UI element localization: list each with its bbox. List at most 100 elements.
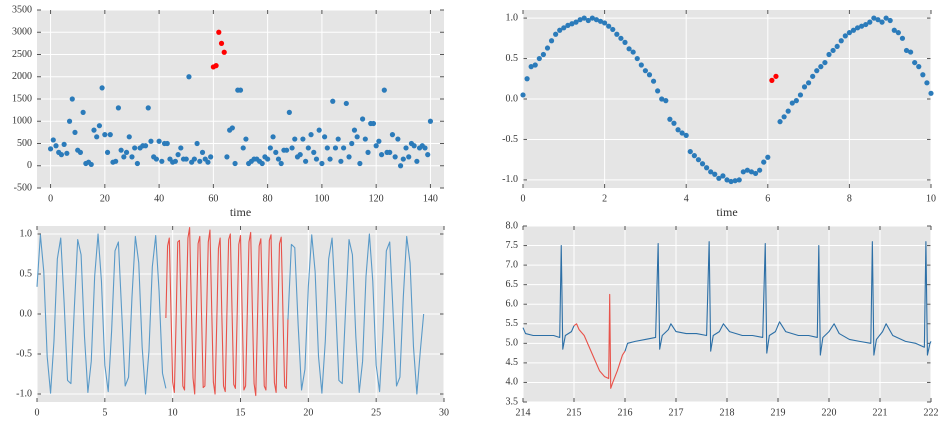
- point: [186, 74, 192, 80]
- point: [646, 72, 653, 78]
- point: [744, 167, 751, 173]
- x-tick-label: 5: [102, 407, 107, 418]
- x-tick-label: 10: [168, 407, 178, 418]
- y-tick-label: 6.5: [506, 279, 519, 290]
- point: [311, 149, 317, 155]
- point: [243, 136, 249, 142]
- point: [859, 23, 865, 29]
- point: [842, 33, 848, 39]
- y-tick-label: 2000: [12, 71, 32, 82]
- point: [77, 149, 84, 155]
- point: [107, 132, 113, 138]
- y-tick-label: 0.0: [20, 308, 33, 319]
- point: [520, 92, 526, 98]
- point: [850, 27, 857, 33]
- y-tick-label: 3000: [12, 27, 32, 38]
- y-tick-label: -500: [14, 182, 32, 193]
- point: [818, 64, 824, 70]
- point: [305, 145, 311, 151]
- point: [265, 156, 271, 162]
- point: [667, 116, 673, 122]
- x-tick-label: 215: [567, 407, 582, 418]
- point: [102, 132, 108, 138]
- y-tick-label: -0.5: [502, 134, 518, 145]
- point: [704, 165, 710, 171]
- point: [346, 154, 352, 160]
- point: [58, 152, 65, 158]
- x-tick-label: 214: [516, 407, 531, 418]
- point: [88, 161, 94, 168]
- point: [524, 76, 530, 82]
- point: [699, 161, 706, 167]
- y-tick-label: -1.0: [502, 174, 518, 185]
- x-axis-label: time: [716, 205, 737, 219]
- line: [624, 241, 932, 356]
- point: [156, 138, 162, 144]
- point: [66, 118, 73, 124]
- point: [801, 84, 808, 90]
- y-tick-label: -1.0: [16, 388, 32, 399]
- point: [378, 152, 385, 158]
- point: [213, 63, 219, 69]
- x-tick-label: 20: [100, 193, 110, 204]
- point: [232, 160, 238, 167]
- point: [191, 156, 197, 162]
- point: [121, 154, 127, 160]
- point: [757, 167, 763, 173]
- y-tick-label: 8.0: [506, 220, 519, 231]
- point: [671, 120, 677, 126]
- point: [414, 158, 420, 164]
- point: [630, 49, 636, 55]
- point: [536, 55, 542, 62]
- point: [132, 145, 138, 151]
- y-tick-label: 5.0: [506, 338, 519, 349]
- point: [400, 156, 406, 162]
- point: [357, 160, 363, 167]
- x-tick-label: 30: [439, 407, 449, 418]
- x-tick-label: 218: [720, 407, 735, 418]
- y-tick-label: -0.5: [16, 348, 32, 359]
- point: [123, 149, 130, 155]
- point: [691, 153, 697, 159]
- y-tick-label: 7.0: [506, 259, 519, 270]
- point: [732, 178, 738, 184]
- point: [142, 143, 149, 149]
- point: [891, 27, 897, 33]
- point: [830, 47, 836, 54]
- point: [793, 98, 799, 104]
- y-tick-label: 4.5: [506, 357, 519, 368]
- point: [903, 47, 910, 54]
- point: [602, 20, 608, 26]
- point: [64, 150, 70, 156]
- point: [626, 46, 632, 52]
- y-tick-label: 1500: [12, 93, 32, 104]
- x-tick-label: 0: [35, 407, 40, 418]
- y-tick-label: 4.0: [506, 377, 519, 388]
- point: [553, 31, 559, 37]
- x-tick-label: 221: [873, 407, 888, 418]
- x-tick-label: 8: [847, 193, 852, 204]
- point: [752, 170, 759, 177]
- point: [736, 177, 742, 183]
- point: [712, 171, 718, 177]
- y-tick-label: 5.5: [506, 318, 519, 329]
- y-tick-label: 0: [27, 160, 32, 171]
- point: [871, 15, 877, 21]
- point: [221, 49, 227, 55]
- point: [381, 87, 387, 93]
- point: [614, 31, 620, 37]
- line: [522, 245, 575, 350]
- point: [528, 64, 534, 70]
- y-tick-label: 3.5: [506, 396, 519, 407]
- point: [618, 35, 624, 41]
- line: [36, 233, 167, 395]
- point: [178, 145, 184, 151]
- point: [679, 130, 685, 136]
- point: [47, 146, 54, 152]
- point: [199, 149, 206, 155]
- x-tick-label: 140: [423, 193, 438, 204]
- point: [145, 105, 151, 111]
- point: [224, 154, 230, 160]
- point: [349, 140, 355, 147]
- point: [822, 59, 828, 66]
